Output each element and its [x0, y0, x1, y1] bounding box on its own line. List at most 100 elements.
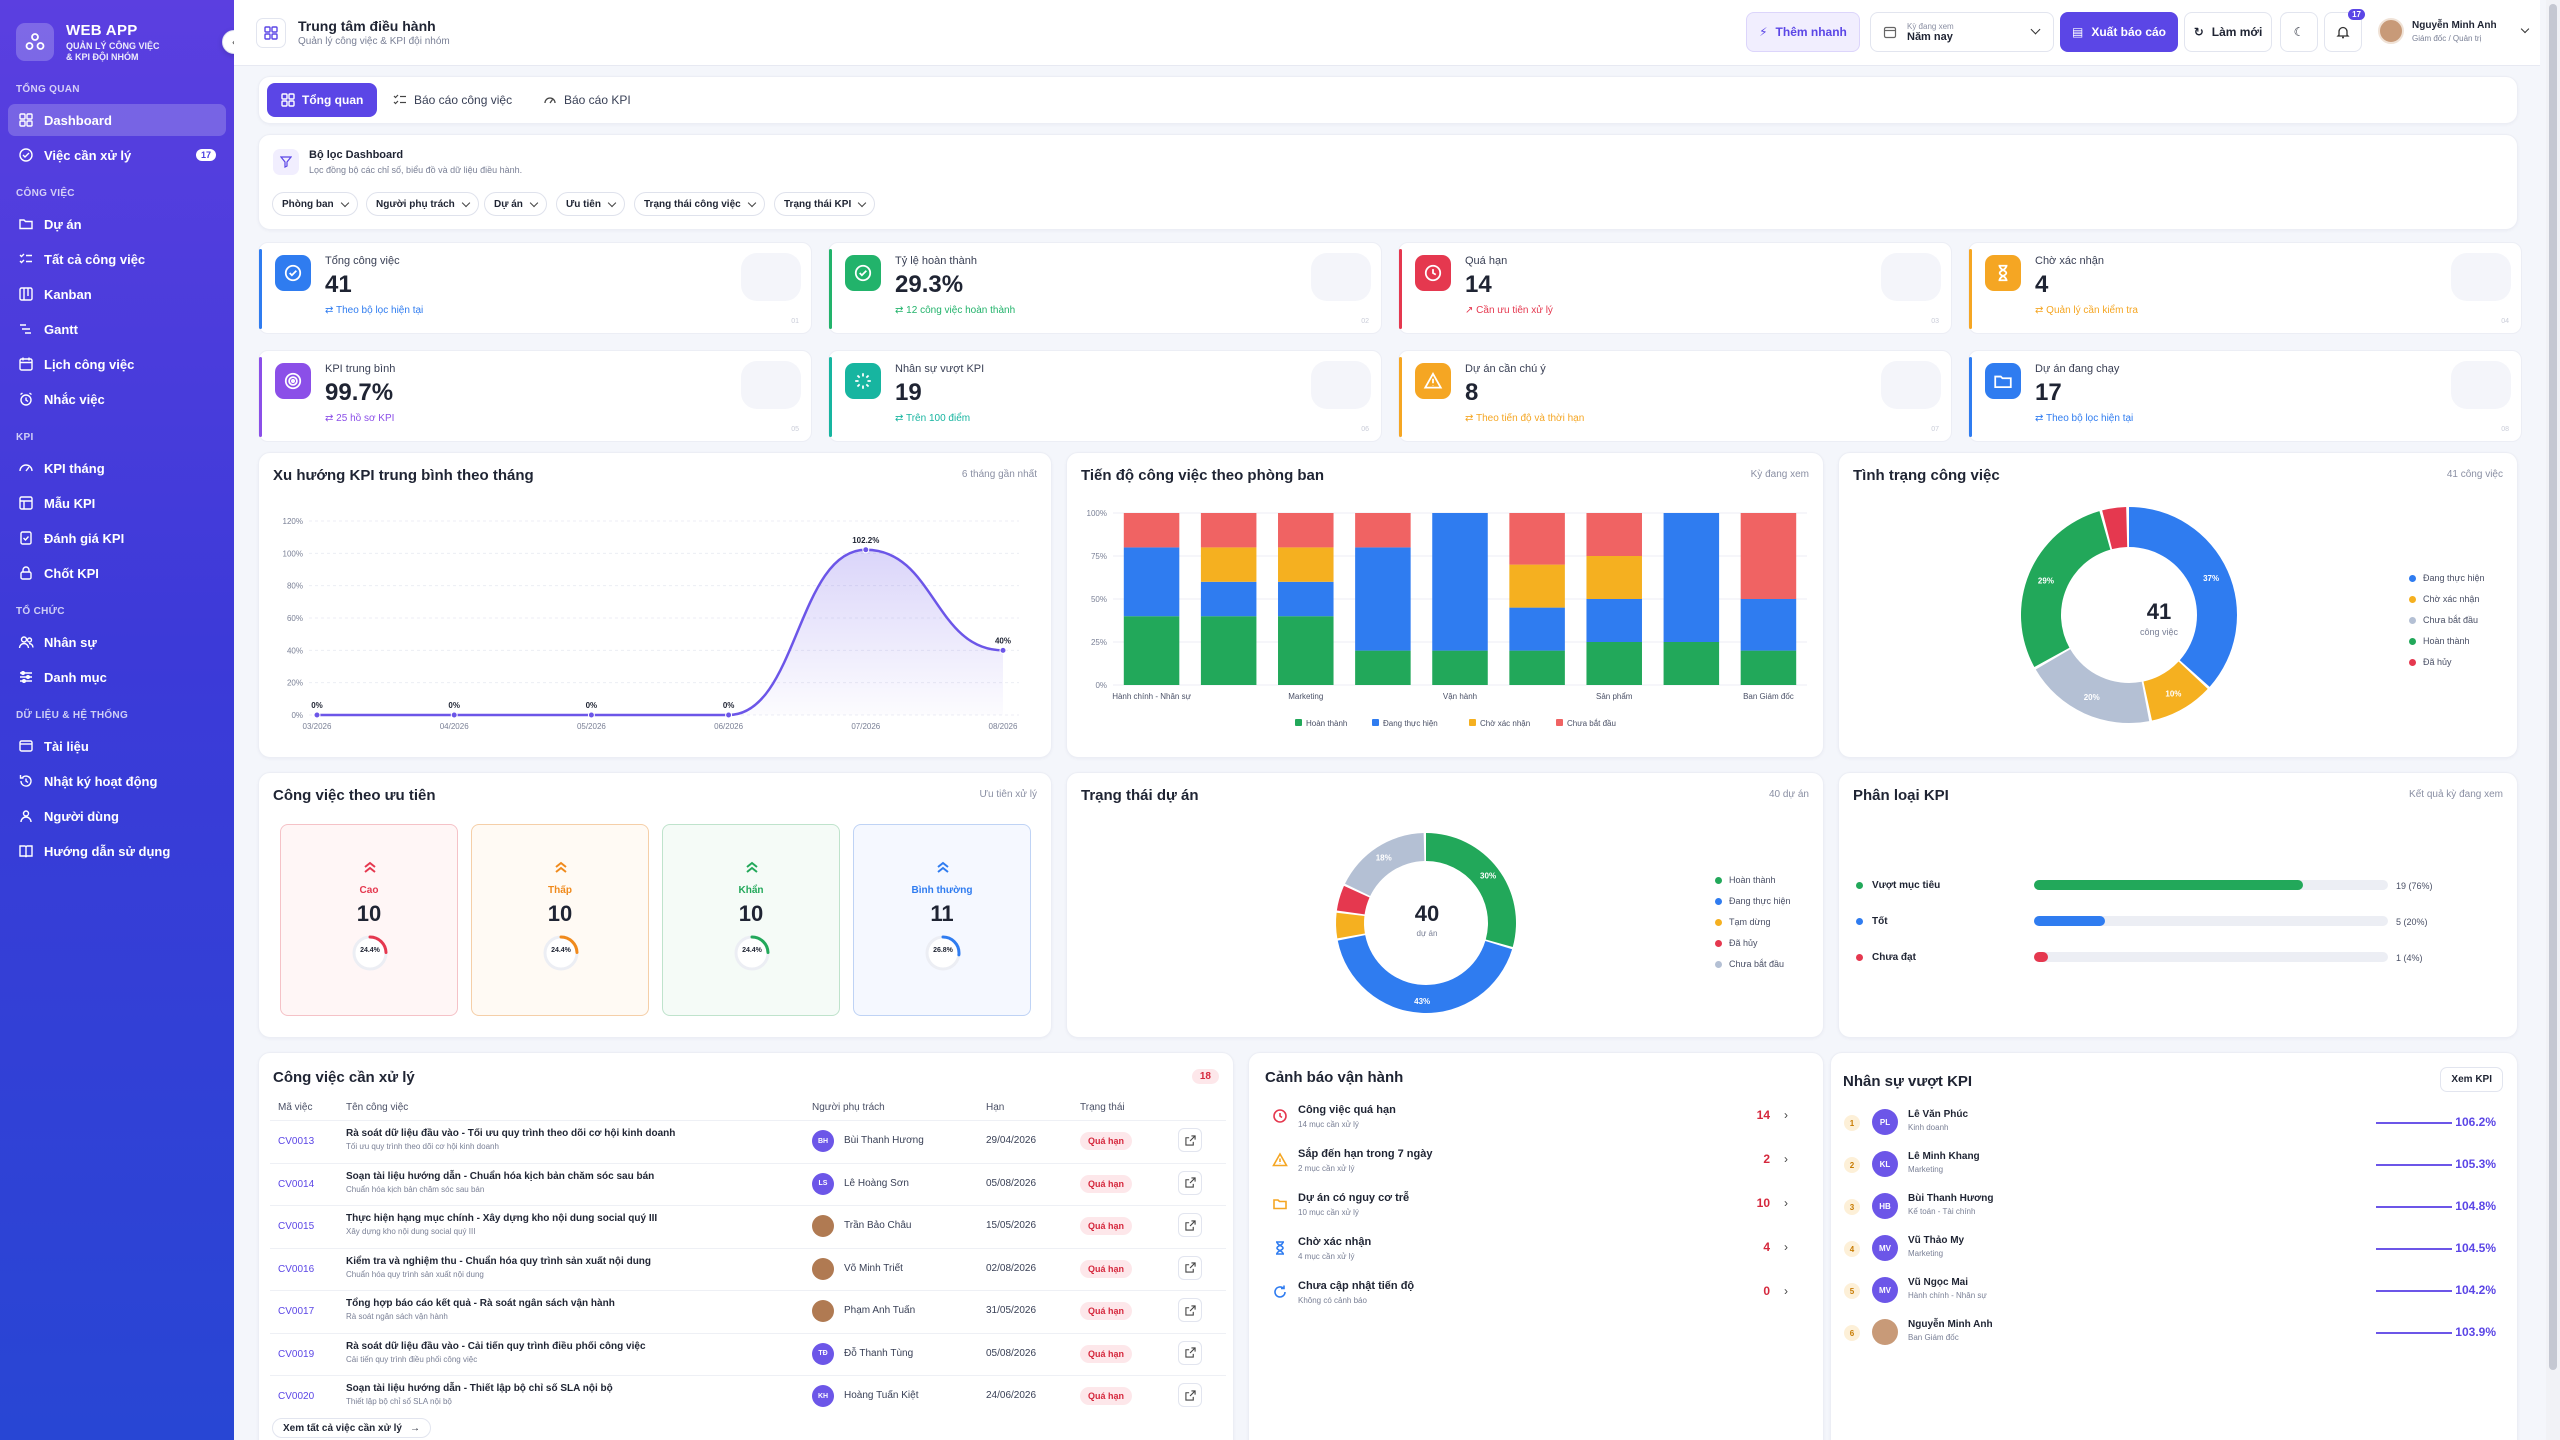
dept-bar-segment[interactable] — [1355, 547, 1411, 651]
stat-card[interactable]: Tỷ lệ hoàn thành 29.3% ⇄ 12 công việc hoàn… — [828, 242, 1382, 334]
tab-task-report[interactable]: Báo cáo công việc — [379, 83, 526, 117]
dept-bar-segment[interactable] — [1740, 513, 1797, 599]
dept-bar-segment[interactable] — [1278, 547, 1334, 582]
sidebar-item-0-3[interactable]: Nhân sự — [8, 626, 226, 658]
task-code[interactable]: CV0014 — [278, 1178, 315, 1190]
dept-bar-segment[interactable] — [1355, 650, 1411, 685]
donut-slice[interactable] — [2102, 507, 2128, 550]
filter-chip[interactable]: Phòng ban — [272, 192, 358, 216]
dept-bar-segment[interactable] — [1509, 513, 1565, 565]
sidebar-item-3-4[interactable]: Hướng dẫn sử dụng — [8, 835, 226, 867]
priority-box[interactable]: Khẩn 10 24.4% — [662, 824, 840, 1016]
donut-slice[interactable] — [2035, 649, 2150, 723]
dept-bar-segment[interactable] — [1200, 513, 1257, 548]
donut-slice[interactable] — [2143, 661, 2208, 721]
sidebar-item-1-4[interactable]: Nhật ký hoạt động — [8, 765, 226, 797]
stat-card[interactable]: Dự án đang chạy 17 ⇄ Theo bộ lọc hiện tại 0… — [1968, 350, 2522, 442]
dept-bar-segment[interactable] — [1355, 513, 1411, 548]
open-task-button[interactable] — [1178, 1383, 1202, 1407]
dept-bar-segment[interactable] — [1278, 616, 1334, 685]
stat-card[interactable]: KPI trung bình 99.7% ⇄ 25 hồ sơ KPI 05 — [258, 350, 812, 442]
quick-add-button[interactable]: ⚡ Thêm nhanh — [1746, 12, 1860, 52]
kpi-trend-point[interactable] — [999, 646, 1007, 654]
user-menu[interactable]: Nguyễn Minh Anh Giám đốc / Quản trị — [2378, 14, 2530, 52]
donut-slice[interactable] — [1336, 912, 1365, 939]
task-name[interactable]: Kiểm tra và nghiệm thu - Chuẩn hóa quy t… — [346, 1255, 652, 1267]
dashboard-grid-icon[interactable] — [256, 18, 286, 48]
kpi-trend-point[interactable] — [587, 711, 595, 719]
dept-bar-segment[interactable] — [1509, 650, 1565, 685]
open-task-button[interactable] — [1178, 1255, 1202, 1280]
alert-item[interactable]: Sắp đến hạn trong 7 ngày 2 mục cần xử lý 2… — [1262, 1142, 1800, 1186]
priority-box[interactable]: Cao 10 24.4% — [280, 824, 458, 1016]
dept-bar-segment[interactable] — [1509, 564, 1565, 608]
open-task-button[interactable] — [1178, 1340, 1202, 1365]
export-report-button[interactable]: ▤ Xuất báo cáo — [2060, 12, 2178, 52]
stat-card[interactable]: Quá hạn 14 ↗ Cần ưu tiên xử lý 03 — [1398, 242, 1952, 334]
open-task-button[interactable] — [1178, 1213, 1202, 1237]
top-kpi-item[interactable]: 1 PL Lê Văn Phúc Kinh doanh 106.2% — [1838, 1103, 2504, 1145]
filter-chip[interactable]: Ưu tiên — [556, 192, 625, 216]
task-code[interactable]: CV0016 — [278, 1263, 315, 1275]
sidebar-item-3-2[interactable]: Chốt KPI — [8, 557, 226, 589]
period-select[interactable]: Kỳ đang xem Năm nay — [1870, 12, 2054, 52]
dept-bar-segment[interactable] — [1432, 650, 1488, 685]
filter-chip[interactable]: Trạng thái công việc — [634, 192, 765, 216]
tab-kpi-report[interactable]: Báo cáo KPI — [529, 83, 645, 117]
donut-slice[interactable] — [2021, 511, 2111, 668]
sidebar-item-1-2[interactable]: Mẫu KPI — [8, 487, 226, 519]
stat-card[interactable]: Nhân sự vượt KPI 19 ⇄ Trên 100 điểm 06 — [828, 350, 1382, 442]
alert-item[interactable]: Công việc quá hạn 14 mục cần xử lý 14 › — [1262, 1098, 1800, 1142]
top-kpi-item[interactable]: 5 MV Vũ Ngọc Mai Hành chính - Nhân sự 104.2% — [1838, 1271, 2504, 1313]
donut-slice[interactable] — [2129, 507, 2237, 687]
filter-chip[interactable]: Người phụ trách — [366, 192, 479, 216]
task-name[interactable]: Soạn tài liệu hướng dẫn - Thiết lập bộ c… — [346, 1383, 613, 1394]
dept-bar-segment[interactable] — [1586, 642, 1642, 685]
task-code[interactable]: CV0017 — [278, 1306, 315, 1317]
open-task-button[interactable] — [1178, 1298, 1202, 1322]
task-name[interactable]: Rà soát dữ liệu đầu vào - Cải tiến quy t… — [346, 1340, 646, 1352]
sidebar-item-5-1[interactable]: Nhắc việc — [8, 383, 226, 415]
stat-card[interactable]: Tổng công việc 41 ⇄ Theo bộ lọc hiện tại 01 — [258, 242, 812, 334]
sidebar-item-1-0[interactable]: Việc cần xử lý 17 — [8, 139, 226, 171]
dept-bar-segment[interactable] — [1586, 513, 1642, 556]
dept-bar-segment[interactable] — [1278, 513, 1334, 548]
task-code[interactable]: CV0015 — [278, 1221, 315, 1232]
task-name[interactable]: Tổng hợp báo cáo kết quả - Rà soát ngân … — [346, 1298, 615, 1309]
task-code[interactable]: CV0020 — [278, 1391, 315, 1402]
refresh-button[interactable]: ↻ Làm mới — [2184, 12, 2272, 52]
dept-bar-segment[interactable] — [1123, 616, 1180, 685]
dept-bar-segment[interactable] — [1278, 581, 1334, 617]
dept-bar-segment[interactable] — [1123, 547, 1180, 617]
stat-card[interactable]: Chờ xác nhận 4 ⇄ Quản lý cần kiểm tra 04 — [1968, 242, 2522, 334]
dept-bar-segment[interactable] — [1586, 599, 1642, 642]
donut-slice[interactable] — [1344, 833, 1425, 896]
task-name[interactable]: Rà soát dữ liệu đầu vào - Tối ưu quy trì… — [346, 1128, 676, 1139]
kpi-trend-point[interactable] — [313, 711, 321, 719]
view-all-pending-button[interactable]: Xem tất cả việc cần xử lý → — [272, 1418, 431, 1438]
sidebar-item-2-4[interactable]: Người dùng — [8, 800, 226, 832]
sidebar-item-2-2[interactable]: Đánh giá KPI — [8, 522, 226, 554]
donut-slice[interactable] — [1426, 833, 1516, 947]
sidebar-item-3-1[interactable]: Gantt — [8, 313, 226, 345]
top-kpi-item[interactable]: 3 HB Bùi Thanh Hương Kế toán - Tài chính 104… — [1838, 1187, 2504, 1229]
stat-card[interactable]: Dự án cần chú ý 8 ⇄ Theo tiến độ và thời h… — [1398, 350, 1952, 442]
sidebar-item-0-0[interactable]: Dashboard — [8, 104, 226, 136]
dept-bar-segment[interactable] — [1663, 642, 1720, 685]
view-kpi-button[interactable]: Xem KPI — [2440, 1067, 2503, 1092]
filter-chip[interactable]: Dự án — [484, 192, 547, 216]
top-kpi-item[interactable]: 6 Nguyễn Minh Anh Ban Giám đốc 103.9% — [1838, 1313, 2504, 1355]
dept-bar-segment[interactable] — [1740, 599, 1797, 651]
tab-overview[interactable]: Tổng quan — [267, 83, 378, 117]
task-code[interactable]: CV0013 — [278, 1136, 315, 1147]
donut-slice[interactable] — [1337, 935, 1513, 1013]
top-kpi-item[interactable]: 2 KL Lê Minh Khang Marketing 105.3% — [1838, 1145, 2504, 1187]
dept-bar-segment[interactable] — [1200, 547, 1257, 582]
dept-bar-segment[interactable] — [1123, 513, 1180, 548]
dept-bar-segment[interactable] — [1200, 616, 1257, 685]
filter-chip[interactable]: Trạng thái KPI — [774, 192, 876, 216]
task-name[interactable]: Thực hiện hạng mục chính - Xây dựng kho … — [346, 1213, 658, 1224]
sidebar-item-0-4[interactable]: Tài liệu — [8, 730, 226, 762]
scrollbar-thumb[interactable] — [2549, 4, 2557, 1370]
dept-bar-segment[interactable] — [1509, 607, 1565, 651]
